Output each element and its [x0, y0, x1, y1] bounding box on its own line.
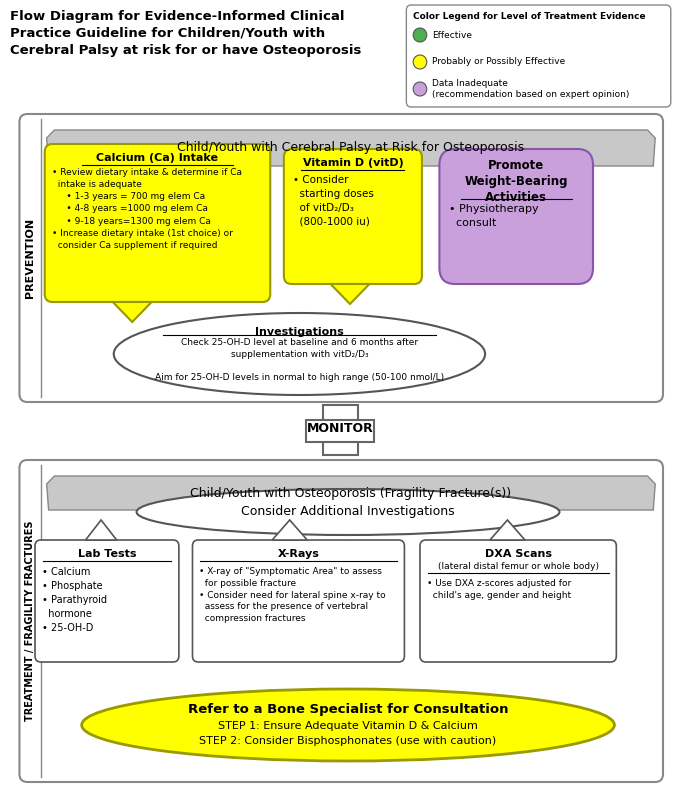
Polygon shape — [47, 130, 655, 166]
FancyBboxPatch shape — [407, 5, 671, 107]
Polygon shape — [272, 520, 307, 540]
Text: Probably or Possibly Effective: Probably or Possibly Effective — [432, 58, 565, 66]
Text: Child/Youth with Osteoporosis (Fragility Fracture(s)): Child/Youth with Osteoporosis (Fragility… — [190, 487, 512, 500]
Text: • X-ray of "Symptomatic Area" to assess
  for possible fracture
• Consider need : • X-ray of "Symptomatic Area" to assess … — [199, 567, 386, 623]
Polygon shape — [490, 520, 525, 540]
FancyBboxPatch shape — [20, 460, 663, 782]
FancyBboxPatch shape — [284, 149, 422, 284]
Text: X-Rays: X-Rays — [277, 549, 319, 559]
Text: • Use DXA z-scores adjusted for
  child's age, gender and height: • Use DXA z-scores adjusted for child's … — [427, 579, 571, 600]
Text: DXA Scans: DXA Scans — [484, 549, 552, 559]
Text: (lateral distal femur or whole body): (lateral distal femur or whole body) — [438, 562, 598, 571]
Circle shape — [413, 28, 427, 42]
FancyBboxPatch shape — [440, 149, 593, 284]
Text: • Review dietary intake & determine if Ca
  intake is adequate
     • 1-3 years : • Review dietary intake & determine if C… — [52, 168, 241, 250]
FancyBboxPatch shape — [306, 420, 374, 442]
Text: • Physiotherapy
  consult: • Physiotherapy consult — [449, 204, 539, 228]
Text: • Consider
  starting doses
  of vitD₂/D₃
  (800-1000 iu): • Consider starting doses of vitD₂/D₃ (8… — [293, 175, 374, 227]
Text: Flow Diagram for Evidence-Informed Clinical
Practice Guideline for Children/Yout: Flow Diagram for Evidence-Informed Clini… — [10, 10, 361, 57]
Text: Data Inadequate
(recommendation based on expert opinion): Data Inadequate (recommendation based on… — [432, 79, 629, 99]
Text: Calcium (Ca) Intake: Calcium (Ca) Intake — [97, 153, 218, 163]
Text: Color Legend for Level of Treatment Evidence: Color Legend for Level of Treatment Evid… — [413, 12, 646, 21]
FancyBboxPatch shape — [420, 540, 616, 662]
FancyBboxPatch shape — [35, 540, 179, 662]
Text: STEP 2: Consider Bisphosphonates (use with caution): STEP 2: Consider Bisphosphonates (use wi… — [199, 736, 497, 746]
Text: Consider Additional Investigations: Consider Additional Investigations — [241, 505, 455, 518]
FancyBboxPatch shape — [193, 540, 405, 662]
Text: STEP 1: Ensure Adequate Vitamin D & Calcium: STEP 1: Ensure Adequate Vitamin D & Calc… — [218, 721, 478, 731]
Polygon shape — [85, 520, 117, 540]
Circle shape — [413, 55, 427, 69]
Text: Child/Youth with Cerebral Palsy at Risk for Osteoporosis: Child/Youth with Cerebral Palsy at Risk … — [177, 142, 524, 155]
FancyBboxPatch shape — [323, 405, 358, 455]
Text: Promote
Weight-Bearing
Activities: Promote Weight-Bearing Activities — [465, 159, 568, 204]
Text: TREATMENT / FRAGILITY FRACTURES: TREATMENT / FRAGILITY FRACTURES — [25, 521, 35, 721]
Text: • Calcium
• Phosphate
• Parathyroid
  hormone
• 25-OH-D: • Calcium • Phosphate • Parathyroid horm… — [42, 567, 107, 633]
Polygon shape — [113, 302, 152, 322]
Text: Refer to a Bone Specialist for Consultation: Refer to a Bone Specialist for Consultat… — [188, 704, 508, 717]
Text: Vitamin D (vitD): Vitamin D (vitD) — [302, 158, 403, 168]
Text: Investigations: Investigations — [255, 327, 344, 337]
Ellipse shape — [82, 689, 615, 761]
Ellipse shape — [113, 313, 485, 395]
Text: Check 25-OH-D level at baseline and 6 months after
supplementation with vitD₂/D₃: Check 25-OH-D level at baseline and 6 mo… — [155, 338, 444, 382]
Text: MONITOR: MONITOR — [307, 423, 374, 436]
Circle shape — [413, 82, 427, 96]
Text: PREVENTION: PREVENTION — [25, 218, 35, 298]
Text: Effective: Effective — [432, 31, 472, 40]
Ellipse shape — [136, 489, 559, 535]
FancyBboxPatch shape — [20, 114, 663, 402]
Polygon shape — [330, 284, 370, 304]
Polygon shape — [47, 476, 655, 510]
FancyBboxPatch shape — [45, 144, 270, 302]
Text: Lab Tests: Lab Tests — [78, 549, 136, 559]
